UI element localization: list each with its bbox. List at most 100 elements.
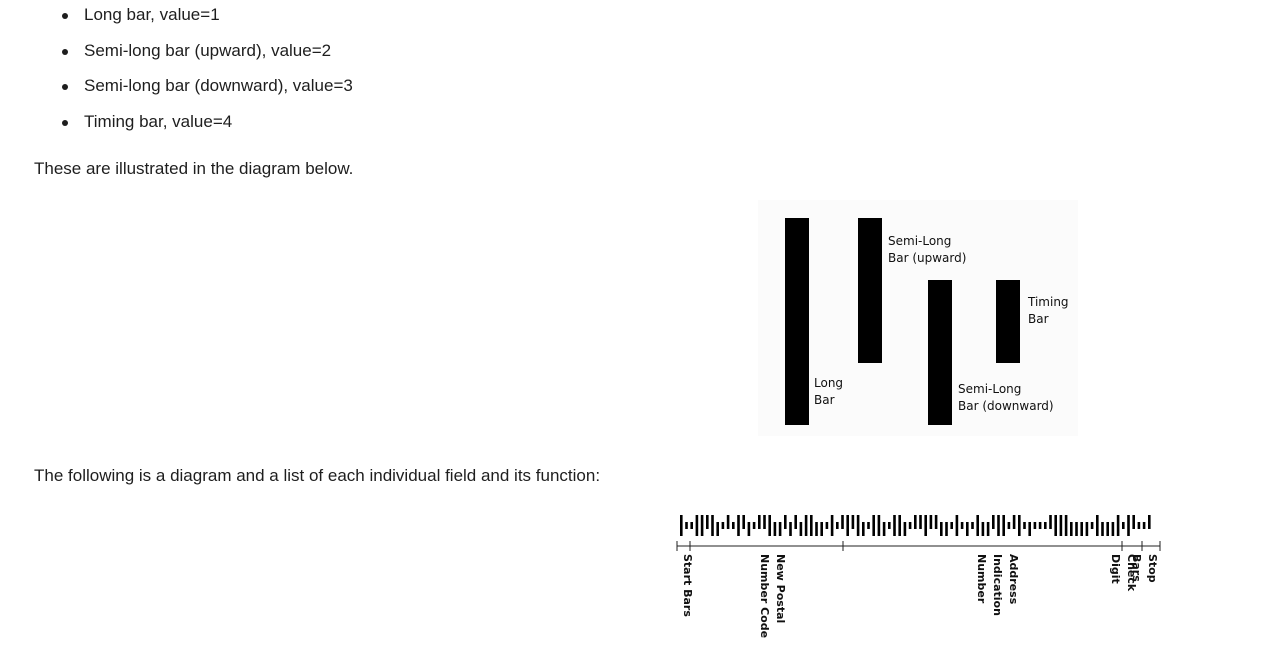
field-layout-diagram: Start Bars New Postal Number Code Addres… — [672, 510, 1172, 650]
barcode-bar — [867, 522, 870, 529]
barcode-bar — [950, 522, 953, 529]
start-bars-label: Start Bars — [681, 554, 694, 617]
barcode-bar — [841, 515, 844, 529]
barcode-bar — [997, 515, 1000, 536]
barcode-bar — [986, 522, 990, 536]
barcode-bar — [1101, 522, 1104, 536]
barcode-bar — [960, 522, 964, 529]
barcode-bar — [955, 515, 959, 536]
barcode-bar — [1122, 522, 1125, 529]
barcode-bar — [680, 515, 683, 536]
barcode-bar — [929, 515, 933, 529]
barcode-bar — [856, 515, 860, 536]
barcode-bar — [992, 515, 995, 529]
barcode-bar — [721, 522, 725, 529]
barcode-bar — [716, 522, 719, 536]
barcode-bar — [1064, 515, 1068, 536]
barcode-bar — [1080, 522, 1083, 536]
barcode-bar — [773, 522, 777, 536]
barcode-bar — [1116, 515, 1120, 536]
list-item: Timing bar, value=4 — [61, 112, 233, 131]
barcode-bar — [1023, 522, 1026, 529]
barcode-bar — [1096, 515, 1099, 536]
barcode-bar — [768, 515, 771, 536]
list-item: Semi-long bar (downward), value=3 — [62, 76, 353, 95]
barcode-bar — [711, 515, 714, 536]
barcode-bar — [1012, 515, 1016, 529]
timing-bar-label: Timing Bar — [1028, 295, 1069, 326]
barcode-bar — [924, 515, 927, 536]
barcode-bar — [1085, 522, 1089, 536]
barcode-bar — [908, 522, 912, 529]
barcode-bar — [836, 522, 839, 529]
barcode-bar — [732, 522, 735, 529]
barcode-bar — [789, 522, 792, 536]
barcode-bar — [752, 522, 756, 529]
list-item: Long bar, value=1 — [62, 5, 220, 24]
barcode-bar — [1054, 515, 1057, 536]
timing-bar — [996, 280, 1020, 363]
barcode-bar — [976, 515, 979, 536]
barcode-bar — [893, 515, 896, 536]
barcode-bar — [794, 515, 797, 529]
barcode-bar — [1059, 515, 1063, 536]
barcode-bar — [903, 522, 907, 536]
semi-long-upward-label: Semi-Long Bar (upward) — [888, 234, 967, 265]
barcode-bar — [695, 515, 699, 536]
barcode-bar — [1018, 515, 1021, 536]
barcode-bar — [685, 522, 688, 529]
barcode-bar — [1038, 522, 1042, 529]
bar-types-diagram: Long Bar Semi-Long Bar (upward) Semi-Lon… — [758, 200, 1078, 436]
barcode-bar — [934, 515, 938, 529]
long-bar — [785, 218, 809, 425]
barcode-bar — [914, 515, 917, 529]
barcode-bar — [810, 515, 813, 536]
barcode-bar — [919, 515, 922, 529]
barcode-bar — [888, 522, 891, 529]
barcode-bar — [872, 515, 875, 536]
barcode-bar — [1033, 522, 1037, 529]
postal-code-label: New Postal Number Code — [758, 554, 787, 639]
address-indication-label: Address Indication Number — [975, 554, 1020, 616]
barcode-bar — [1132, 515, 1135, 529]
barcode-bar — [700, 515, 704, 536]
semi-long-downward-label: Semi-Long Bar (downward) — [958, 382, 1054, 413]
barcode-strip — [676, 515, 1161, 551]
barcode-bar — [940, 522, 943, 536]
barcode-bar — [758, 515, 761, 529]
stop-bars-label: Stop Bars — [1130, 554, 1159, 583]
barcode-bar — [784, 515, 787, 529]
barcode-bar — [846, 515, 849, 536]
barcode-bar — [820, 522, 823, 536]
barcode-bar — [851, 515, 855, 529]
semi-long-upward-bar — [858, 218, 882, 363]
semi-long-downward-bar — [928, 280, 952, 425]
barcode-bar — [862, 522, 865, 536]
barcode-bar — [1049, 515, 1052, 529]
barcode-bar — [825, 522, 829, 529]
barcode-bar — [815, 522, 818, 536]
barcode-bar — [966, 522, 969, 536]
barcode-bar — [981, 522, 985, 536]
barcode-bar — [804, 515, 808, 536]
barcode-bar — [1148, 515, 1151, 529]
barcode-bar — [726, 515, 730, 529]
barcode-bar — [747, 522, 751, 536]
barcode-bar — [799, 522, 803, 536]
barcode-bar — [690, 522, 693, 529]
barcode-bar — [1044, 522, 1047, 529]
illustrated-paragraph: These are illustrated in the diagram bel… — [34, 159, 354, 178]
barcode-bar — [945, 522, 948, 536]
barcode-bar — [1002, 515, 1005, 536]
barcode-bar — [706, 515, 709, 529]
barcode-bar — [763, 515, 766, 529]
barcode-bar — [737, 515, 740, 536]
barcode-bar — [877, 515, 881, 536]
barcode-bar — [1075, 522, 1078, 536]
barcode-bar — [898, 515, 901, 536]
barcode-bar — [1007, 522, 1011, 529]
barcode-bar — [1127, 515, 1130, 536]
barcode-bar — [830, 515, 834, 536]
barcode-bar — [1106, 522, 1109, 536]
barcode-bar — [971, 522, 974, 529]
